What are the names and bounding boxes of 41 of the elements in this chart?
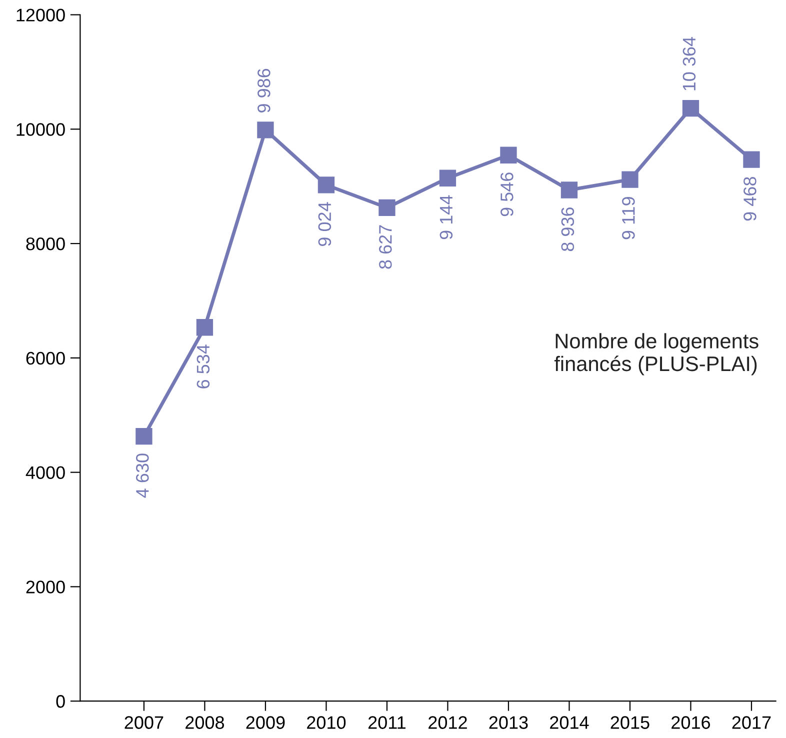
data-label: 9 546 [500,172,514,216]
point [318,176,335,194]
data-label: 9 144 [440,195,453,240]
x-tick-label: 2009 [246,716,285,729]
y-tick-label: 10000 [16,123,65,136]
data-label: 9 024 [318,202,332,246]
y-tick-label: 6000 [26,352,65,365]
x-tick-label: 2007 [124,716,164,729]
x-tick-label: 2010 [307,716,346,729]
x-tick-label: 2015 [610,716,650,729]
data-label: 10 364 [682,36,696,90]
point [378,199,396,216]
text: Nombre de logements financés (PLUS-PLAI) [554,333,758,376]
y-tick-label: 12000 [16,8,65,22]
data-label: 4 630 [136,454,149,498]
point [560,182,578,198]
point [682,100,700,117]
x-tick-label: 2017 [732,716,771,729]
data-label: 9 986 [258,68,270,112]
y-tick-label: 4000 [26,466,65,480]
point [257,122,274,138]
x-tick-label: 2016 [672,716,710,729]
data-label: 9 119 [622,197,635,240]
x-tick-label: 2011 [368,716,406,729]
x-tick-label: 2008 [186,716,224,729]
x-tick-label: 2013 [489,716,528,729]
point [196,319,214,336]
data-label: 8 627 [379,225,392,269]
x-tick-label: 2012 [428,716,467,729]
point [439,170,456,186]
point [622,171,638,188]
point [743,151,760,168]
y-tick-label: 0 [56,695,65,708]
point [500,146,517,164]
y-tick-label: 2000 [26,580,65,594]
x-tick-label: 2014 [550,716,589,729]
data-label: 9 468 [744,177,756,221]
y-tick-label: 8000 [26,237,65,250]
data-label: 8 936 [561,207,574,252]
point [136,428,152,445]
data-label: 6 534 [196,344,210,388]
